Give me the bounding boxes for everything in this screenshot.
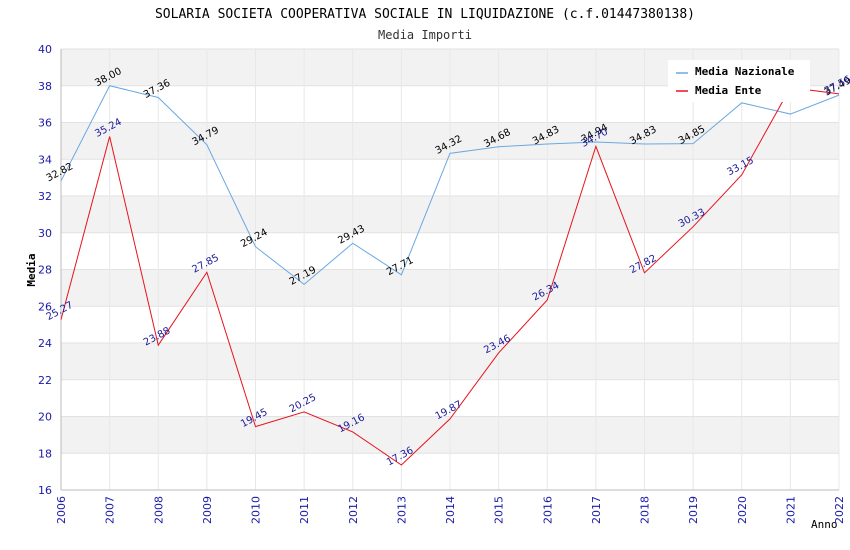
series-lines	[60, 85, 840, 466]
x-tick-label: 2007	[104, 496, 117, 524]
y-tick-label: 30	[38, 227, 52, 240]
x-tick-label: 2014	[444, 496, 457, 524]
y-tick-label: 34	[38, 153, 52, 166]
x-tick-label: 2020	[736, 496, 749, 524]
y-tick-label: 36	[38, 117, 52, 130]
y-axis-label: Media	[25, 253, 38, 286]
chart-subtitle: Media Importi	[378, 28, 472, 42]
y-tick-label: 24	[38, 337, 52, 350]
legend-box	[668, 60, 810, 102]
legend: Media Nazionale Media Ente	[668, 60, 810, 102]
x-tick-label: 2021	[784, 496, 797, 524]
x-tick-label: 2016	[541, 496, 554, 524]
y-tick-label: 26	[38, 300, 52, 313]
x-tick-label: 2019	[687, 496, 700, 524]
x-tick-label: 2006	[55, 496, 68, 524]
y-tick-label: 18	[38, 447, 52, 460]
x-tick-label: 2013	[395, 496, 408, 524]
x-tick-label: 2017	[590, 496, 603, 524]
y-tick-labels: 16 18 20 22 24 26 28 30 32 34 36 38 40	[38, 43, 52, 497]
x-tick-label: 2010	[250, 496, 263, 524]
x-tick-label: 2008	[152, 496, 165, 524]
legend-label-media-ente: Media Ente	[695, 84, 762, 97]
axes	[60, 48, 840, 491]
x-tick-label: 2011	[298, 496, 311, 524]
y-tick-label: 16	[38, 484, 52, 497]
y-tick-label: 28	[38, 264, 52, 277]
chart-title: SOLARIA SOCIETA COOPERATIVA SOCIALE IN L…	[155, 7, 695, 22]
series-line-media-nazionale	[60, 85, 840, 286]
legend-label-media-nazionale: Media Nazionale	[695, 65, 795, 78]
x-tick-label: 2009	[201, 496, 214, 524]
series-line-media-ente	[60, 87, 840, 466]
y-tick-label: 32	[38, 190, 52, 203]
x-tick-label: 2012	[347, 496, 360, 524]
x-tick-label: 2015	[493, 496, 506, 524]
y-tick-label: 40	[38, 43, 52, 56]
y-tick-label: 20	[38, 411, 52, 424]
x-tick-label: 2022	[833, 496, 846, 524]
x-axis-label: Anno	[811, 518, 838, 531]
x-tick-label: 2018	[639, 496, 652, 524]
y-tick-label: 38	[38, 80, 52, 93]
x-tick-labels: 2006 2007 2008 2009 2010 2011 2012 2013 2014 2015…	[55, 496, 846, 524]
y-tick-label: 22	[38, 374, 52, 387]
